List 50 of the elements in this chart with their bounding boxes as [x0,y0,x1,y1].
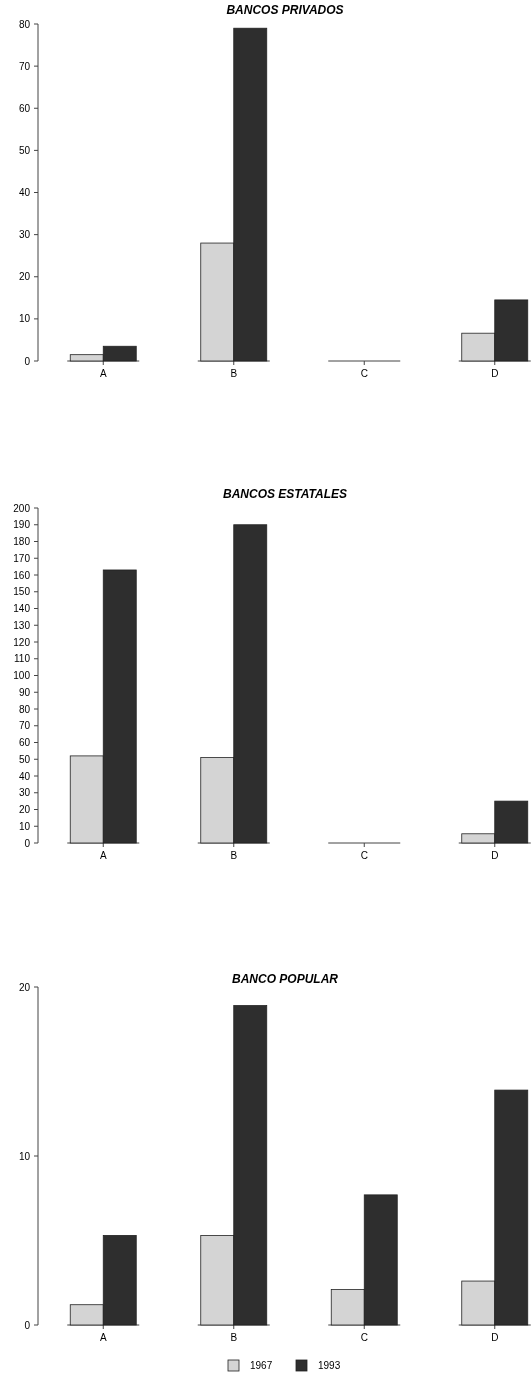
y-tick-label: 190 [13,519,31,531]
y-tick-label: 10 [18,313,31,325]
x-tick-label: D [491,1332,499,1343]
y-tick-label: 40 [18,187,31,198]
y-tick-label: 80 [18,18,31,30]
x-tick-label: A [99,1332,107,1343]
x-tick-label: A [99,368,107,379]
y-tick-label: 80 [18,703,31,715]
y-tick-label: 90 [18,686,31,698]
y-tick-label: 30 [18,787,31,799]
x-tick-label: C [360,850,368,861]
chart-title: BANCO POPULAR [231,972,339,986]
y-tick-label: 200 [13,502,31,514]
y-tick-label: 0 [24,355,31,367]
y-tick-label: 50 [18,144,31,156]
x-tick-label: B [230,368,238,379]
y-tick-label: 110 [14,653,31,665]
y-tick-label: 30 [18,229,31,241]
y-tick-label: 160 [13,569,31,581]
y-tick-label: 130 [13,619,31,631]
y-tick-label: 60 [18,737,31,748]
y-tick-label: 60 [18,102,31,114]
y-tick-label: 100 [13,670,31,681]
y-tick-label: 180 [13,536,31,547]
legend-label: 1967 [250,1359,273,1371]
y-tick-label: 120 [13,636,31,648]
y-tick-label: 150 [13,586,31,598]
x-tick-label: B [230,850,238,861]
x-tick-label: C [360,1332,368,1343]
x-tick-label: A [99,850,107,861]
x-tick-label: C [360,368,368,379]
y-tick-label: 70 [18,60,31,72]
x-tick-label: B [230,1332,238,1343]
x-tick-label: D [491,850,499,861]
y-tick-label: 10 [18,1150,31,1162]
y-tick-label: 20 [18,804,31,815]
legend-label: 1993 [318,1359,341,1371]
y-tick-label: 140 [13,603,31,614]
y-tick-label: 0 [24,1319,31,1331]
y-tick-label: 70 [18,720,31,732]
y-tick-label: 20 [18,981,31,993]
y-tick-label: 170 [13,552,31,564]
y-tick-label: 20 [18,271,31,283]
y-tick-label: 10 [18,820,31,832]
chart-title: BANCOS PRIVADOS [226,3,344,17]
y-tick-label: 50 [18,753,31,765]
chart-title: BANCOS ESTATALES [222,487,348,501]
x-tick-label: D [491,368,499,379]
y-tick-label: 0 [24,837,31,849]
y-tick-label: 40 [18,770,31,782]
